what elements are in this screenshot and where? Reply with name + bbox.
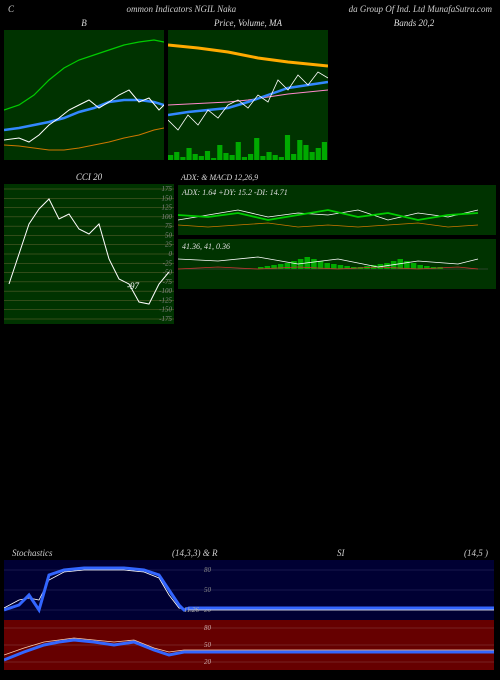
svg-text:20: 20 xyxy=(204,658,212,666)
svg-text:75: 75 xyxy=(165,222,173,230)
bollinger-title: B xyxy=(4,18,164,28)
svg-text:41.36, 41, 0.36: 41.36, 41, 0.36 xyxy=(182,242,230,251)
stochastics-chart: 80502011.26 xyxy=(4,560,496,620)
adx-title: ADX: & MACD 12,26,9 xyxy=(178,172,496,183)
rsi-params: (14,5 ) xyxy=(464,548,488,558)
bottom-chart-section: Stochastics (14,3,3) & R SI (14,5 ) 80 50… xyxy=(4,546,496,670)
mid-chart-row: CCI 20 1751501251007550250-25-50-75-100-… xyxy=(0,168,500,328)
svg-text:25: 25 xyxy=(165,241,173,249)
bands-panel: Bands 20,2 xyxy=(332,18,496,168)
svg-text:-125: -125 xyxy=(159,296,172,304)
header-left: C xyxy=(8,4,14,14)
price-title: Price, Volume, MA xyxy=(168,18,328,28)
cci-title: CCI 20 xyxy=(4,172,174,182)
svg-text:0: 0 xyxy=(169,250,173,258)
macd-chart: 41.36, 41, 0.36 xyxy=(178,239,496,289)
bollinger-panel: B xyxy=(4,18,164,168)
rsi-chart: 80 50 20 xyxy=(4,620,496,670)
svg-text:-50: -50 xyxy=(163,269,173,277)
svg-text:100: 100 xyxy=(162,213,173,221)
svg-text:-150: -150 xyxy=(159,306,172,314)
svg-text:-100: -100 xyxy=(159,287,172,295)
rsi-label: SI xyxy=(337,548,345,558)
svg-text:50: 50 xyxy=(165,231,173,239)
svg-text:-25: -25 xyxy=(163,259,173,267)
page-header: C ommon Indicators NGIL Naka da Group Of… xyxy=(0,0,500,18)
svg-text:80: 80 xyxy=(204,566,212,574)
bands-title: Bands 20,2 xyxy=(332,18,496,28)
svg-text:80: 80 xyxy=(204,624,212,632)
header-center-right: da Group Of Ind. Ltd MunafaSutra.com xyxy=(349,4,492,14)
adx-chart: ADX: 1.64 +DY: 15.2 -DI: 14.71 xyxy=(178,185,496,235)
top-chart-row: B Price, Volume, MA Bands 20,2 xyxy=(0,18,500,168)
bollinger-chart xyxy=(4,30,164,160)
svg-text:125: 125 xyxy=(162,204,173,212)
svg-text:ADX: 1.64 +DY: 15.2 -DI: 14.: ADX: 1.64 +DY: 15.2 -DI: 14.71 xyxy=(181,188,288,197)
svg-text:-97: -97 xyxy=(127,281,139,291)
price-chart xyxy=(168,30,328,160)
adx-macd-column: ADX: & MACD 12,26,9 ADX: 1.64 +DY: 15.2 … xyxy=(178,172,496,324)
svg-text:11.26: 11.26 xyxy=(184,606,200,614)
stoch-params: (14,3,3) & R xyxy=(172,548,218,558)
svg-text:50: 50 xyxy=(204,641,212,649)
cci-chart: 175150 1251007550 250-25 -50-75-100-125 -150… xyxy=(4,184,174,324)
stoch-label: Stochastics xyxy=(12,548,53,558)
svg-text:50: 50 xyxy=(204,586,212,594)
bottom-header: Stochastics (14,3,3) & R SI (14,5 ) xyxy=(4,546,496,560)
svg-text:-75: -75 xyxy=(163,278,173,286)
svg-text:175: 175 xyxy=(162,185,173,193)
svg-text:-175: -175 xyxy=(159,315,172,323)
cci-panel: CCI 20 1751501251007550250-25-50-75-100-… xyxy=(4,172,174,324)
price-panel: Price, Volume, MA xyxy=(168,18,328,168)
header-center-left: ommon Indicators NGIL Naka xyxy=(127,4,237,14)
svg-text:150: 150 xyxy=(162,194,173,202)
